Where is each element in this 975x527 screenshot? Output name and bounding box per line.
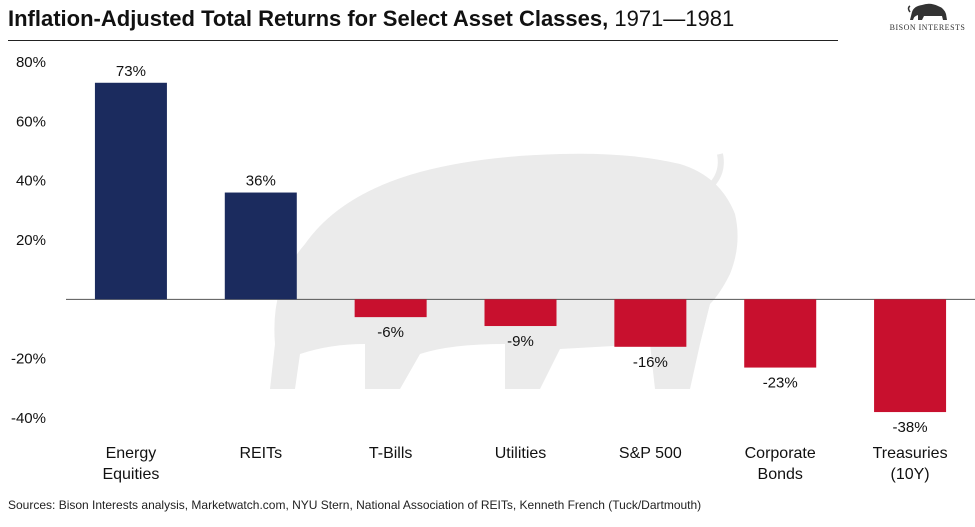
bar-value-label: -6% <box>377 324 404 341</box>
bar-value-label: 73% <box>116 63 146 80</box>
title-years: 1971—1981 <box>608 6 735 31</box>
bar <box>744 299 817 368</box>
category-label: Corporate <box>745 445 816 462</box>
category-label: Utilities <box>495 445 547 462</box>
y-tick-label: 20% <box>16 232 46 249</box>
y-tick-label: 40% <box>16 173 46 190</box>
source-note: Sources: Bison Interests analysis, Marke… <box>8 498 702 512</box>
bar-value-label: -38% <box>893 419 928 436</box>
title-divider <box>8 40 838 41</box>
bar <box>614 299 687 347</box>
category-label: REITs <box>239 445 282 462</box>
bar-value-label: 36% <box>246 173 276 190</box>
logo: BISON INTERESTS <box>880 0 975 36</box>
label-layer: 73% Energy Equities 36% REITs -6% T-Bills -9% Ut… <box>102 63 947 483</box>
y-tick-label: 80% <box>16 54 46 71</box>
y-tick-label: -20% <box>11 351 46 368</box>
bar <box>484 299 557 327</box>
bar <box>224 192 297 300</box>
axis-layer: 80% 60% 40% 20% -20% -40% <box>11 54 975 427</box>
category-label: Treasuries <box>873 445 948 462</box>
bar-value-label: -16% <box>633 354 668 371</box>
y-tick-label: 60% <box>16 113 46 130</box>
logo-text: BISON INTERESTS <box>889 23 966 32</box>
bison-icon <box>907 3 947 20</box>
bar-chart: 80% 60% 40% 20% -20% -40% 73% Energy Equities 36… <box>11 54 975 483</box>
category-label: T-Bills <box>369 445 413 462</box>
bar-layer <box>94 82 947 413</box>
bar <box>354 299 427 318</box>
category-label: Equities <box>102 466 159 483</box>
y-tick-label: -40% <box>11 410 46 427</box>
bar-value-label: -9% <box>507 333 534 350</box>
category-label: S&P 500 <box>619 445 682 462</box>
bar <box>94 82 167 300</box>
category-label: Energy <box>106 445 157 462</box>
chart-title: Inflation-Adjusted Total Returns for Sel… <box>8 6 868 38</box>
category-label: (10Y) <box>891 466 930 483</box>
bar-value-label: -23% <box>763 375 798 392</box>
title-main: Inflation-Adjusted Total Returns for Sel… <box>8 6 609 31</box>
bar <box>874 299 947 413</box>
category-label: Bonds <box>758 466 803 483</box>
